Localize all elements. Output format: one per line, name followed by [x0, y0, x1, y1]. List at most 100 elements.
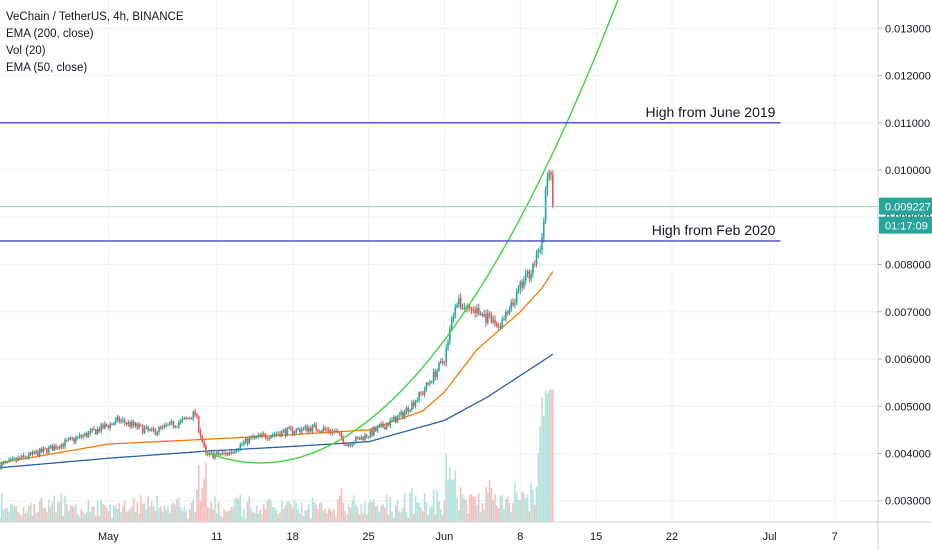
volume-bar [187, 518, 189, 522]
volume-bars [0, 389, 554, 522]
volume-bar [120, 511, 122, 522]
candle-body [463, 307, 466, 309]
candle-body [46, 448, 48, 453]
volume-bar [277, 514, 280, 522]
candle-body [40, 448, 43, 453]
candle-body [347, 444, 350, 446]
volume-bar [147, 496, 149, 522]
candle-body [241, 444, 243, 446]
volume-bar [324, 508, 326, 522]
candle-body [277, 433, 280, 435]
candle-body [425, 383, 428, 391]
volume-bar [346, 514, 348, 522]
indicator-ema50-label[interactable]: EMA (50, close) [6, 62, 88, 74]
volume-bar [405, 512, 408, 522]
candle-body [53, 446, 55, 451]
volume-bar [358, 514, 361, 522]
candle-body [60, 444, 63, 449]
candle-body [548, 172, 551, 179]
indicator-ema200-label[interactable]: EMA (200, close) [6, 28, 94, 40]
volume-bar [418, 502, 420, 522]
candle-body [147, 426, 149, 430]
candle-body [393, 416, 395, 420]
candle-body [477, 308, 480, 315]
candle-body [255, 436, 258, 438]
volume-bar [396, 500, 399, 522]
volume-bar [196, 489, 198, 522]
indicator-volume-label[interactable]: Vol (20) [6, 45, 46, 57]
volume-bar [96, 500, 99, 522]
candle-body [517, 289, 520, 292]
candle-body [394, 416, 397, 423]
volume-bar [380, 505, 382, 522]
volume-bar [445, 454, 448, 522]
volume-bar [132, 497, 135, 522]
volume-bar [327, 508, 330, 522]
parabolic-curve[interactable] [205, 0, 619, 464]
volume-bar [492, 499, 494, 522]
volume-bar [349, 507, 352, 522]
candle-body [84, 433, 86, 436]
candle-body [143, 428, 146, 433]
volume-bar [235, 497, 238, 522]
volume-bar [548, 389, 551, 522]
candle-body [533, 263, 536, 265]
candle-body [215, 452, 218, 455]
volume-bar [255, 505, 258, 522]
candle-body [24, 456, 27, 458]
candle-body [31, 451, 34, 455]
volume-bar [539, 426, 541, 522]
volume-bar [541, 397, 543, 522]
candle-body [338, 432, 341, 434]
volume-bar [429, 507, 431, 522]
candle-body [468, 305, 471, 309]
horizontal-levels[interactable]: High from June 2019 High from Feb 2020 [0, 104, 878, 242]
volume-bar [490, 487, 493, 522]
candle-body [485, 314, 487, 323]
candle-body [158, 427, 160, 433]
candle-body [192, 411, 195, 419]
volume-bar [331, 510, 334, 522]
volume-bar [293, 499, 296, 522]
candle-body [87, 432, 90, 437]
volume-bar [505, 499, 507, 522]
volume-bar [317, 509, 319, 522]
candle-body [445, 347, 448, 364]
volume-bar [313, 502, 316, 522]
volume-bar [158, 507, 160, 522]
volume-bar [414, 495, 417, 522]
candle-body [447, 341, 449, 348]
volume-bar [517, 499, 520, 522]
volume-bar [423, 492, 426, 522]
volume-bar [38, 501, 41, 522]
candle-body [331, 430, 334, 434]
volume-bar [494, 494, 496, 522]
candle-body [275, 433, 278, 435]
candle-body [122, 419, 124, 421]
candle-body [230, 451, 233, 454]
candle-body [369, 430, 372, 437]
candle-body [107, 425, 110, 428]
candle-body [552, 174, 554, 207]
candle-body [510, 302, 513, 310]
candle-body [103, 424, 106, 429]
volume-bar [342, 502, 345, 522]
candle-body [367, 436, 370, 438]
candle-body [174, 426, 177, 428]
volume-bar [212, 509, 214, 522]
ema-200-path [0, 353, 554, 469]
price-tick-label: 0.013000 [885, 23, 931, 35]
candle-body [114, 419, 117, 424]
volume-bar [17, 511, 19, 522]
candle-body [550, 172, 552, 175]
volume-bar [384, 507, 386, 522]
volume-bar [66, 503, 68, 522]
volume-bar [496, 505, 498, 522]
volume-bar [93, 506, 95, 522]
candle-body [333, 430, 336, 432]
candle-body [324, 428, 326, 430]
candle-body [197, 416, 200, 432]
volume-bar [150, 501, 153, 522]
volume-bar [58, 502, 61, 522]
